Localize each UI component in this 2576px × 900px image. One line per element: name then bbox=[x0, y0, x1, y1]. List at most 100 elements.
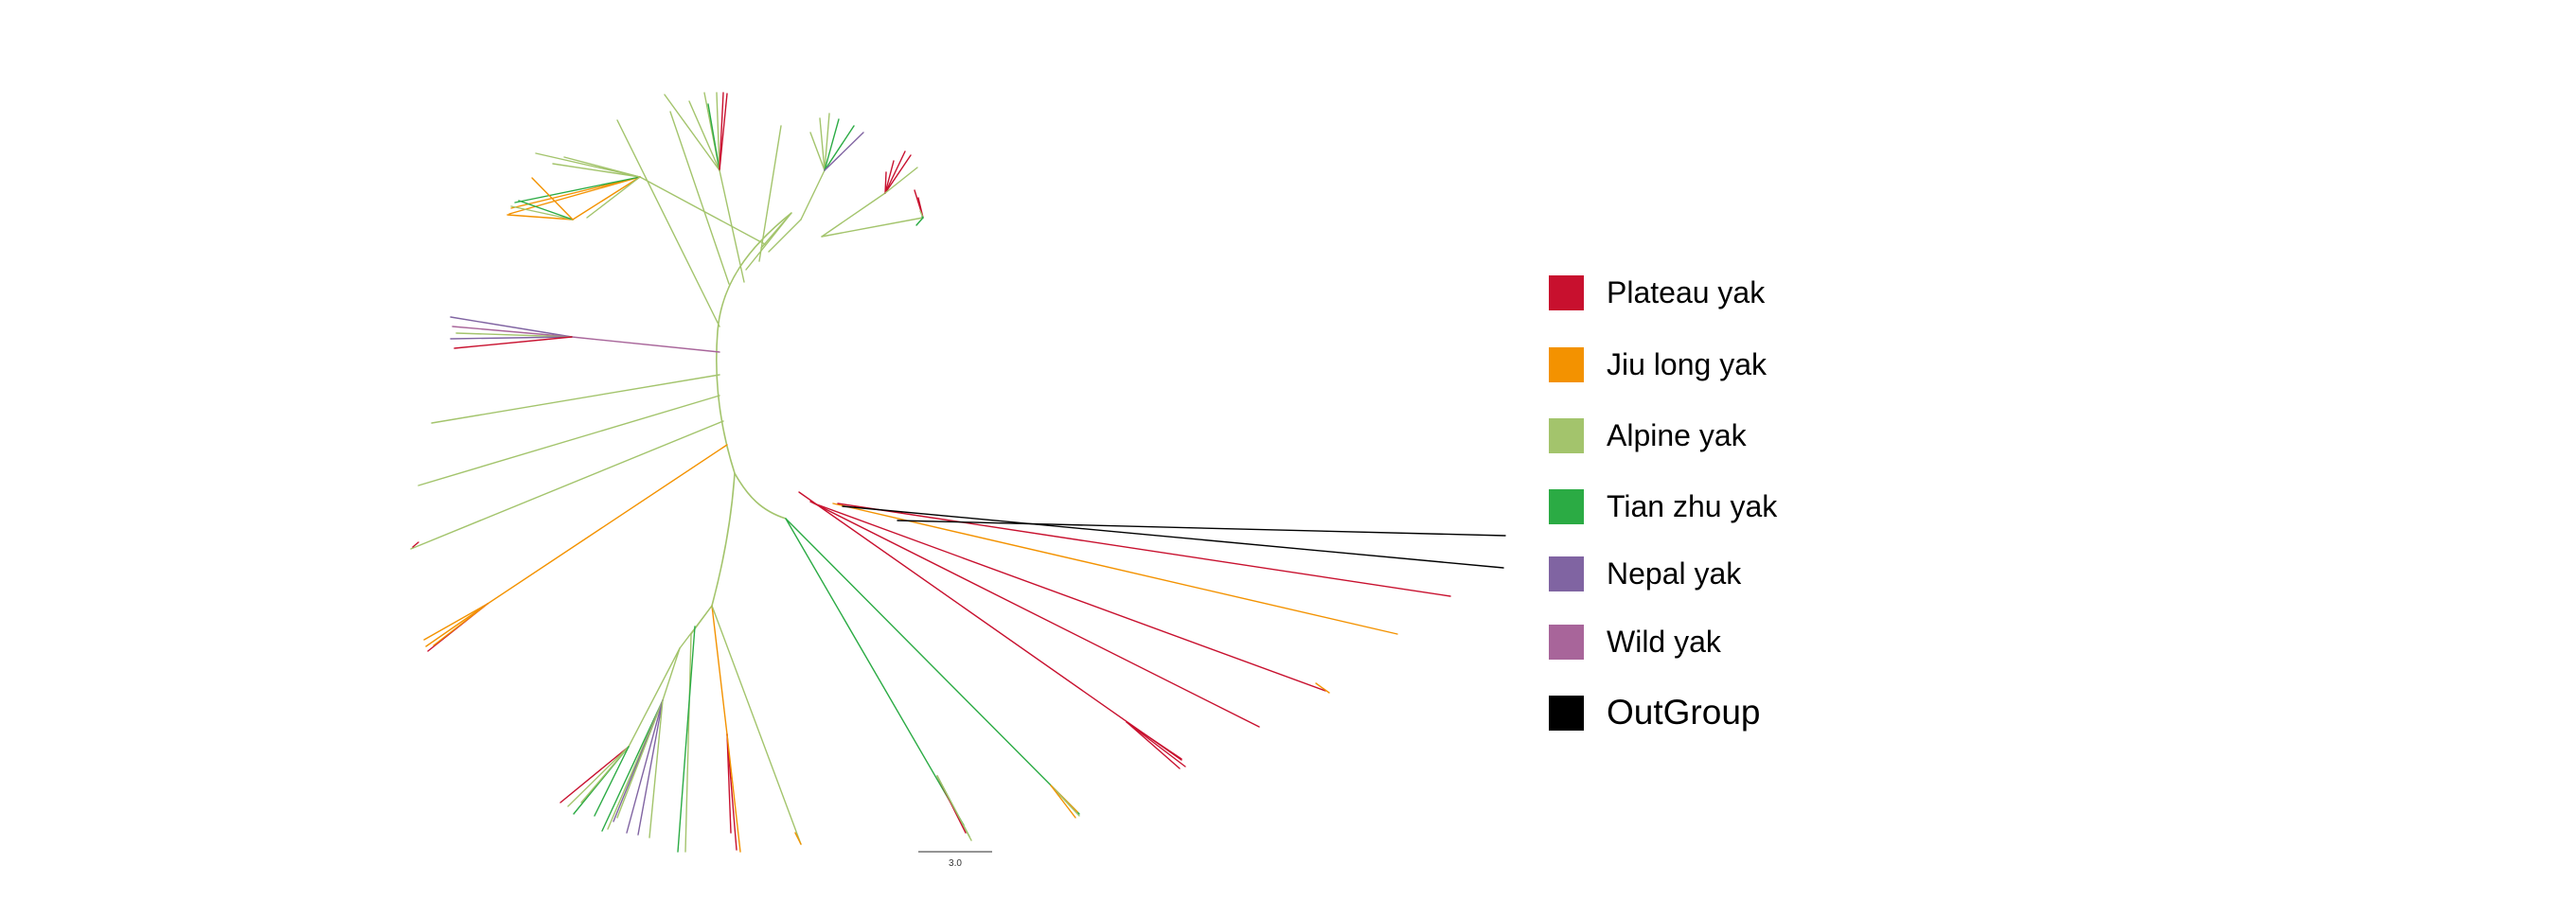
tree-leaf bbox=[688, 100, 720, 171]
tree-branch bbox=[842, 505, 1504, 569]
tree-leaf bbox=[824, 132, 864, 171]
tree-branch bbox=[837, 503, 1451, 597]
legend-label: Jiu long yak bbox=[1607, 346, 1767, 381]
tree-leaf bbox=[915, 217, 924, 226]
tree-leaf bbox=[510, 205, 574, 221]
tree-branch bbox=[785, 518, 965, 826]
tree-branch bbox=[677, 626, 696, 853]
tree-branch bbox=[417, 395, 720, 486]
tree-branch bbox=[821, 192, 886, 238]
legend-swatch bbox=[1549, 346, 1584, 382]
tree-leaf bbox=[518, 200, 574, 221]
legend-swatch bbox=[1549, 556, 1584, 591]
tree-leaf bbox=[580, 746, 630, 803]
tree-branch bbox=[684, 633, 692, 853]
tree-leaf bbox=[884, 160, 895, 194]
tree-leaf bbox=[601, 699, 664, 832]
tree-leaf bbox=[1050, 785, 1076, 819]
tree-branch bbox=[711, 605, 728, 735]
tree-leaf bbox=[1050, 785, 1080, 817]
tree-branch bbox=[431, 374, 720, 424]
tree-leaf bbox=[450, 336, 573, 340]
tree-branch bbox=[813, 503, 1326, 692]
scale-bar: 3.0 bbox=[918, 851, 992, 869]
legend-swatch bbox=[1549, 624, 1584, 660]
tree-branch bbox=[662, 647, 681, 701]
tree-leaf bbox=[531, 177, 574, 221]
tree-leaf bbox=[824, 118, 840, 171]
tree-branch bbox=[410, 420, 724, 550]
tree-leaf bbox=[506, 214, 574, 221]
tree-branch bbox=[639, 176, 766, 245]
tree-leaf bbox=[884, 150, 906, 194]
tree-branch bbox=[821, 217, 924, 238]
tree-branch bbox=[487, 444, 728, 605]
tree-leaf bbox=[884, 167, 918, 194]
legend-item-plateau-yak: Plateau yak bbox=[1549, 274, 1765, 310]
tree-branch bbox=[897, 520, 1506, 537]
tree-leaf bbox=[726, 733, 741, 853]
legend-label: Nepal yak bbox=[1607, 556, 1742, 591]
tree-branch bbox=[616, 119, 720, 327]
tree-leaf bbox=[637, 699, 664, 836]
tree-branch bbox=[809, 501, 1260, 728]
tree-branch bbox=[794, 832, 802, 845]
tree-leaf bbox=[552, 163, 641, 178]
tree-leaf bbox=[707, 103, 720, 171]
tree-leaf bbox=[726, 733, 732, 834]
scale-bar-label: 3.0 bbox=[949, 858, 962, 869]
legend-label: Plateau yak bbox=[1607, 274, 1766, 309]
tree-leaf bbox=[884, 154, 912, 194]
tree-branch bbox=[628, 647, 681, 748]
tree-branch bbox=[1315, 682, 1330, 694]
legend-item-nepal-yak: Nepal yak bbox=[1549, 556, 1741, 591]
tree-leaf bbox=[824, 125, 855, 171]
tree-leaf bbox=[819, 117, 826, 171]
tree-leaf bbox=[719, 93, 728, 171]
legend-swatch bbox=[1549, 417, 1584, 453]
tree-leaf bbox=[563, 156, 641, 178]
tree-branch bbox=[832, 503, 1398, 635]
tree-leaf bbox=[450, 316, 573, 338]
legend-item-jiu-long-yak: Jiu long yak bbox=[1549, 346, 1767, 382]
tree-leaf bbox=[452, 326, 573, 338]
tree-leaf bbox=[824, 113, 830, 171]
tree-branch bbox=[800, 169, 826, 221]
legend-swatch bbox=[1549, 488, 1584, 524]
tree-branch bbox=[785, 518, 1080, 815]
tree-branch bbox=[711, 605, 802, 845]
tree-branch bbox=[669, 111, 730, 285]
tree-leaf bbox=[567, 746, 630, 807]
tree-leaf bbox=[455, 332, 573, 338]
legend-item-alpine-yak: Alpine yak bbox=[1549, 417, 1747, 453]
legend-swatch bbox=[1549, 695, 1584, 731]
legend-item-outgroup: OutGroup bbox=[1549, 693, 1760, 732]
legend-swatch bbox=[1549, 274, 1584, 310]
tree-leaf bbox=[1126, 721, 1186, 768]
tree-leaf bbox=[594, 746, 630, 817]
tree-leaf bbox=[648, 699, 664, 838]
tree-leaf bbox=[508, 176, 641, 215]
tree-leaf bbox=[560, 746, 630, 803]
tree-leaf bbox=[809, 132, 826, 171]
tree-leaf bbox=[716, 92, 720, 171]
tree-leaf bbox=[514, 176, 641, 203]
tree-branch bbox=[768, 219, 802, 253]
tree-leaf bbox=[1126, 721, 1181, 769]
tree-branch bbox=[760, 212, 792, 249]
tree-branch bbox=[758, 125, 782, 262]
tree-leaf bbox=[423, 603, 489, 641]
tree-leaf bbox=[433, 603, 489, 646]
tree-leaf bbox=[616, 699, 664, 819]
tree-leaf bbox=[664, 94, 720, 171]
tree-branch bbox=[571, 336, 720, 353]
tree-branch bbox=[586, 176, 641, 219]
tree-leaf bbox=[936, 775, 972, 841]
tree-branch bbox=[572, 176, 641, 221]
tree-backbone bbox=[716, 212, 792, 520]
tree-leaf bbox=[626, 699, 664, 834]
tree-branch bbox=[798, 491, 1182, 761]
legend-item-tian-zhu-yak: Tian zhu yak bbox=[1549, 488, 1777, 524]
